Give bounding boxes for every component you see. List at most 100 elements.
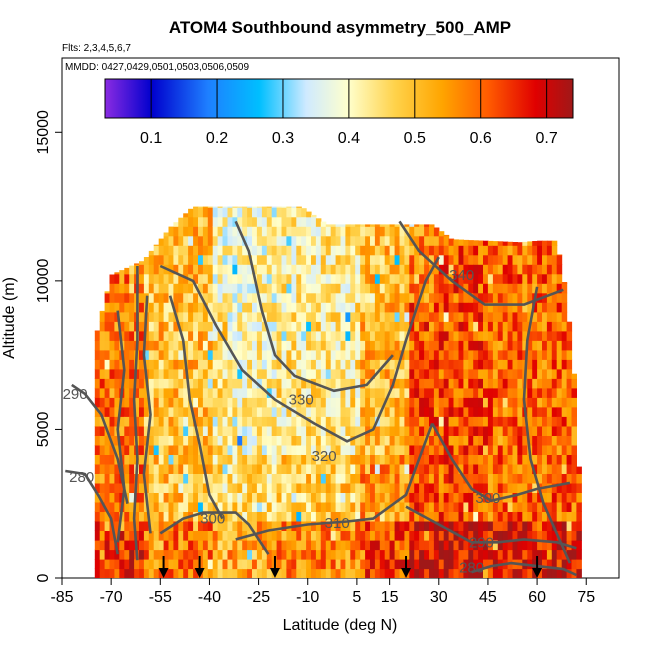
heatmap-cell (139, 454, 145, 465)
heatmap-cell (256, 349, 263, 360)
heatmap-cell (296, 530, 302, 541)
heatmap-cell (266, 473, 273, 484)
heatmap-cell (374, 454, 381, 465)
heatmap-cell (394, 264, 401, 275)
heatmap-cell (178, 549, 184, 560)
heatmap-cell (433, 292, 440, 303)
heatmap-cell (124, 387, 130, 398)
heatmap-cell (394, 340, 401, 351)
heatmap-cell (222, 359, 228, 370)
heatmap-cell (453, 520, 459, 531)
heatmap-cell (227, 368, 233, 379)
heatmap-cell (301, 349, 307, 360)
heatmap-cell (453, 435, 459, 446)
heatmap-cell (512, 501, 518, 512)
heatmap-cell (443, 463, 450, 474)
heatmap-cell (424, 559, 430, 570)
heatmap-cell (433, 283, 440, 294)
heatmap-cell (419, 330, 425, 341)
heatmap-cell (551, 311, 558, 322)
heatmap-cell (438, 231, 445, 237)
heatmap-cell (109, 540, 115, 551)
heatmap-cell (330, 273, 337, 284)
heatmap-cell (384, 311, 391, 322)
heatmap-cell (546, 349, 553, 360)
heatmap-cell (517, 273, 523, 284)
heatmap-cell (129, 368, 135, 379)
heatmap-cell (556, 302, 563, 313)
heatmap-cell (340, 454, 346, 465)
heatmap-cell (247, 425, 253, 436)
heatmap-cell (296, 359, 302, 370)
heatmap-cell (212, 549, 219, 560)
heatmap-cell (330, 501, 337, 512)
heatmap-cell (202, 321, 209, 332)
heatmap-cell (183, 302, 189, 313)
heatmap-cell (330, 245, 337, 256)
heatmap-cell (374, 568, 381, 578)
heatmap-cell (350, 416, 356, 427)
heatmap-cell (188, 311, 194, 322)
heatmap-cell (158, 406, 165, 417)
heatmap-cell (311, 463, 317, 474)
heatmap-cell (247, 216, 253, 227)
heatmap-cell (212, 273, 219, 284)
heatmap-cell (399, 454, 405, 465)
heatmap-cell (178, 482, 184, 493)
heatmap-cell (222, 492, 228, 503)
heatmap-cell (355, 292, 361, 303)
heatmap-cell (173, 254, 179, 265)
heatmap-cell (261, 359, 268, 370)
heatmap-cell (399, 264, 405, 275)
heatmap-cell (404, 416, 410, 427)
heatmap-cell (374, 492, 381, 503)
heatmap-cell (355, 330, 361, 341)
heatmap-cell (458, 482, 464, 493)
heatmap-cell (134, 568, 140, 578)
heatmap-cell (266, 387, 273, 398)
heatmap-cell (178, 217, 184, 227)
heatmap-cell (399, 226, 405, 237)
y-tick-label: 10000 (35, 259, 52, 304)
heatmap-cell (527, 254, 533, 265)
heatmap-cell (227, 454, 233, 465)
heatmap-cell (429, 311, 435, 322)
heatmap-cell (104, 540, 111, 551)
heatmap-cell (276, 549, 283, 560)
heatmap-cell (158, 254, 165, 265)
heatmap-cell (256, 416, 263, 427)
heatmap-cell (571, 511, 577, 522)
heatmap-cell (153, 520, 160, 531)
heatmap-cell (153, 321, 160, 332)
heatmap-cell (168, 559, 174, 570)
heatmap-cell (453, 245, 459, 256)
heatmap-cell (217, 473, 224, 484)
heatmap-cell (404, 463, 410, 474)
heatmap-cell (143, 330, 150, 341)
heatmap-cell (198, 549, 204, 560)
heatmap-cell (266, 501, 273, 512)
heatmap-cell (492, 501, 499, 512)
heatmap-cell (306, 254, 312, 265)
heatmap-cell (374, 340, 381, 351)
heatmap-cell (237, 302, 243, 313)
heatmap-cell (335, 311, 342, 322)
heatmap-cell (168, 416, 174, 427)
heatmap-cell (286, 416, 292, 427)
heatmap-cell (379, 283, 386, 294)
heatmap-cell (473, 435, 479, 446)
heatmap-cell (458, 454, 464, 465)
heatmap-cell (546, 359, 553, 370)
heatmap-cell (379, 321, 386, 332)
heatmap-cell (556, 540, 563, 551)
heatmap-cell (252, 302, 258, 313)
heatmap-cell (576, 549, 582, 560)
heatmap-cell (256, 454, 263, 465)
heatmap-cell (281, 387, 287, 398)
heatmap-cell (173, 425, 179, 436)
heatmap-cell (109, 444, 115, 455)
heatmap-cell (281, 207, 287, 218)
heatmap-cell (168, 254, 174, 265)
heatmap-cell (345, 273, 351, 284)
heatmap-cell (276, 435, 283, 446)
